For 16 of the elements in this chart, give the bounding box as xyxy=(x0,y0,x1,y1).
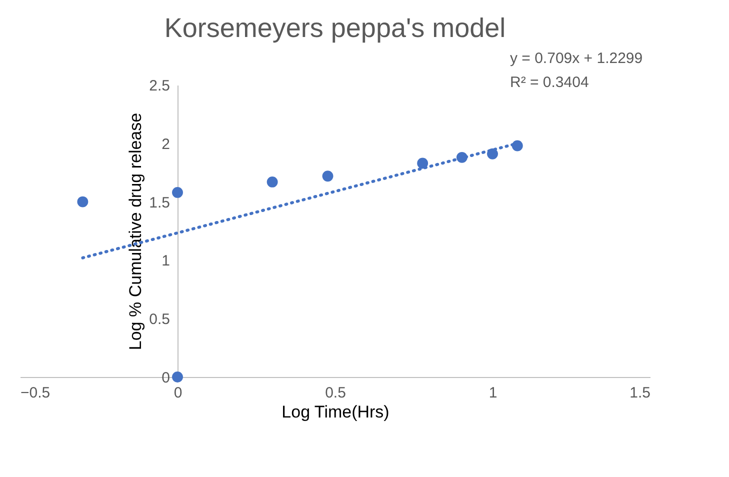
x-tick-label: 0 xyxy=(174,384,182,402)
y-tick-label: 2 xyxy=(162,136,170,153)
x-tick-label: −0.5 xyxy=(20,384,50,402)
chart-title: Korsemeyers peppa's model xyxy=(164,13,506,43)
y-axis-title: Log % Cumulative drug release xyxy=(126,112,146,350)
y-tick-label: 0.5 xyxy=(149,311,170,328)
x-tick-label: 1 xyxy=(488,384,498,402)
y-tick-label: 1.5 xyxy=(149,194,170,212)
y-tick-label: 0 xyxy=(162,370,170,386)
x-axis-title: Log Time(Hrs) xyxy=(282,402,390,422)
annotation: R² = 0.3404 xyxy=(510,74,589,91)
y-tick-label: 1 xyxy=(162,252,170,270)
y-tick-label: 2.5 xyxy=(149,78,170,94)
text: y = 0.709x + 1.2299 xyxy=(510,50,643,67)
x-tick-label: 0.5 xyxy=(325,384,346,402)
x-tick-label: 1.5 xyxy=(630,384,650,402)
